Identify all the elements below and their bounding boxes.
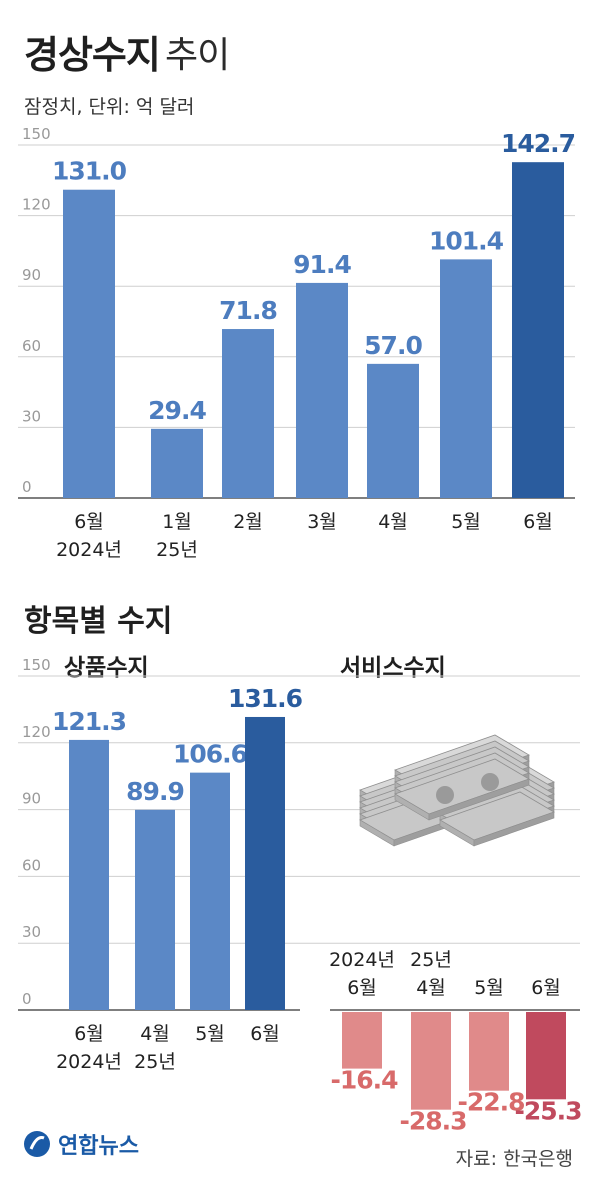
bar [367,363,419,498]
data-label: 131.6 [228,684,303,713]
x-tick-label: 1월 [162,511,192,533]
yonhap-logo-icon [24,1131,50,1157]
y-tick-label: 60 [22,856,41,874]
bar [411,1012,451,1110]
data-label: 71.8 [219,296,277,325]
x-tick-label: 4월 [140,1023,170,1045]
x-tick-label: 6월 [531,977,561,999]
data-label: 89.9 [126,777,184,806]
banknote-portrait [481,773,499,791]
section-title: 항목별 수지 [24,604,173,639]
data-label: 29.4 [148,396,206,425]
data-label: 106.6 [173,740,248,769]
page-title: 경상수지 [24,33,161,77]
bar [440,259,492,498]
bar [151,428,203,498]
y-tick-label: 150 [22,656,51,674]
page-title-suffix: 추이 [165,35,230,76]
bar [296,282,348,498]
x-tick-label: 2024년 [56,539,122,561]
x-tick-label: 6월 [523,511,553,533]
y-tick-label: 120 [22,723,51,741]
bar [342,1012,382,1069]
bar [469,1012,509,1091]
x-tick-label: 2월 [233,511,263,533]
data-label: 57.0 [364,331,422,360]
yonhap-logo: 연합뉴스 [22,1128,139,1160]
y-tick-label: 0 [22,478,32,496]
data-label: 142.7 [501,129,575,158]
y-tick-label: 30 [22,923,41,941]
y-tick-label: 30 [22,407,41,425]
x-tick-label: 2024년 [329,949,395,971]
data-label: -28.3 [399,1107,466,1136]
banknote-edge [473,811,555,847]
money-stack-illustration [359,734,555,847]
y-tick-label: 90 [22,266,41,284]
data-label: 101.4 [429,226,504,255]
x-tick-label: 6월 [347,977,377,999]
bar [512,162,564,499]
x-tick-label: 5월 [195,1023,225,1045]
bar [135,809,175,1010]
x-tick-label: 6월 [250,1023,280,1045]
x-tick-label: 3월 [307,511,337,533]
y-tick-label: 60 [22,337,41,355]
y-tick-label: 120 [22,196,51,214]
bar [245,716,285,1010]
banknote-edge [428,778,530,821]
y-tick-label: 150 [22,125,51,143]
yonhap-logo-text: 연합뉴스 [58,1134,139,1159]
bar [526,1012,566,1100]
x-tick-label: 25년 [410,949,452,971]
x-tick-label: 4월 [378,511,408,533]
x-tick-label: 4월 [416,977,446,999]
bar [190,772,230,1010]
bar [63,189,115,499]
source-note: 자료: 한국은행 [455,1148,573,1170]
data-label: 91.4 [293,250,351,279]
page-subtitle: 잠정치, 단위: 억 달러 [24,96,195,118]
data-label: -22.8 [457,1088,524,1117]
data-label: -16.4 [330,1066,398,1095]
x-tick-label: 25년 [156,539,198,561]
x-tick-label: 6월 [74,1023,104,1045]
goods-balance-title: 상품수지 [64,655,149,681]
banknote-portrait [436,786,454,804]
x-tick-label: 6월 [74,511,104,533]
bar [222,329,274,498]
data-label: -25.3 [514,1096,581,1125]
service-balance-title: 서비스수지 [340,655,446,681]
y-tick-label: 0 [22,990,32,1008]
x-tick-label: 5월 [474,977,504,999]
data-label: 131.0 [52,157,127,186]
y-tick-label: 90 [22,790,41,808]
x-tick-label: 2024년 [56,1051,122,1073]
x-tick-label: 5월 [451,511,481,533]
x-tick-label: 25년 [134,1051,176,1073]
data-label: 121.3 [52,707,126,736]
bar [69,739,109,1010]
